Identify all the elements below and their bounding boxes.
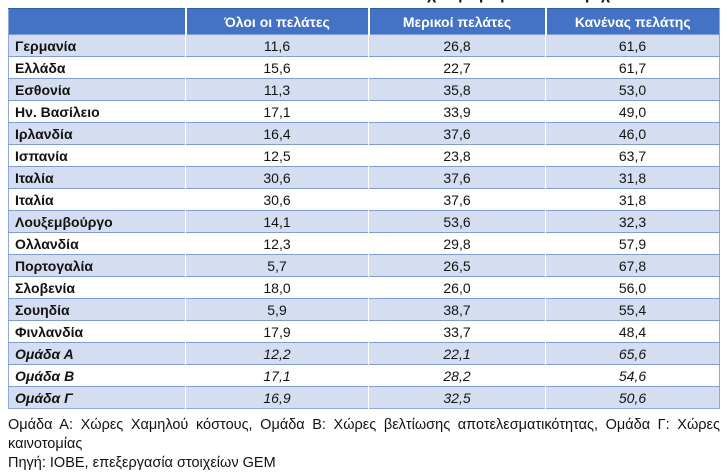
row-value: 5,9 [185,298,369,321]
row-value: 38,7 [368,298,546,321]
row-label: Γερμανία [8,34,186,57]
table-row: Γερμανία 11,6 26,8 61,6 [8,34,720,57]
row-value: 15,6 [185,56,369,79]
cropped-title-strip: χ ή μη ρχ [0,0,728,8]
row-value: 29,8 [368,232,546,255]
row-label: Φινλανδία [8,320,186,343]
row-value: 31,8 [545,166,720,189]
row-value: 17,9 [185,320,369,343]
table-row: Σουηδία 5,9 38,7 55,4 [8,298,720,321]
table-row: Φινλανδία 17,9 33,7 48,4 [8,320,720,343]
row-value: 37,6 [368,122,546,145]
row-label: Ιρλανδία [8,122,186,145]
row-value: 50,6 [545,386,720,409]
row-value: 61,7 [545,56,720,79]
row-value: 16,9 [185,386,369,409]
table-row: Ιρλανδία 16,4 37,6 46,0 [8,122,720,145]
cropped-title-fragment-left: χ ή μη [427,0,510,4]
row-value: 30,6 [185,166,369,189]
row-value: 17,1 [185,100,369,123]
header-row: Όλοι οι πελάτες Μερικοί πελάτες Κανένας … [8,8,720,35]
table-row: Ολλανδία 12,3 29,8 57,9 [8,232,720,255]
row-value: 53,6 [368,210,546,233]
row-value: 56,0 [545,276,720,299]
table-row: Ιταλία 30,6 37,6 31,8 [8,188,720,211]
row-label: Λουξεμβούργο [8,210,186,233]
row-label: Ομάδα Β [8,364,186,387]
row-value: 37,6 [368,166,546,189]
groups-note: Ομάδα Α: Χώρες Χαμηλού κόστους, Ομάδα Β:… [8,417,720,452]
row-label: Ομάδα Α [8,342,186,365]
row-value: 12,2 [185,342,369,365]
table-row: Ελλάδα 15,6 22,7 61,7 [8,56,720,79]
table-row: Ισπανία 12,5 23,8 63,7 [8,144,720,167]
row-value: 31,8 [545,188,720,211]
column-header-no-customer: Κανένας πελάτης [544,8,720,35]
row-value: 53,0 [545,78,720,101]
row-value: 37,6 [368,188,546,211]
row-label: Ιταλία [8,166,186,189]
row-value: 12,3 [185,232,369,255]
row-value: 61,6 [545,34,720,57]
row-value: 26,0 [368,276,546,299]
column-header-all-customers: Όλοι οι πελάτες [184,8,369,35]
customers-table-wrapper: Όλοι οι πελάτες Μερικοί πελάτες Κανένας … [8,8,720,409]
row-value: 46,0 [545,122,720,145]
row-value: 5,7 [185,254,369,277]
row-label: Πορτογαλία [8,254,186,277]
row-label: Ολλανδία [8,232,186,255]
corner-header-cell [8,8,186,35]
customers-table: Όλοι οι πελάτες Μερικοί πελάτες Κανένας … [8,8,720,409]
row-value: 11,3 [185,78,369,101]
table-row: Ην. Βασίλειο 17,1 33,9 49,0 [8,100,720,123]
row-value: 28,2 [368,364,546,387]
footnotes: Ομάδα Α: Χώρες Χαμηλού κόστους, Ομάδα Β:… [8,416,720,473]
table-row: Ομάδα Γ 16,9 32,5 50,6 [8,386,720,409]
row-value: 49,0 [545,100,720,123]
row-value: 67,8 [545,254,720,277]
row-label: Σλοβενία [8,276,186,299]
row-value: 23,8 [368,144,546,167]
row-value: 33,7 [368,320,546,343]
row-label: Ισπανία [8,144,186,167]
row-label: Ομάδα Γ [8,386,186,409]
table-row: Σλοβενία 18,0 26,0 56,0 [8,276,720,299]
row-label: Εσθονία [8,78,186,101]
table-row: Πορτογαλία 5,7 26,5 67,8 [8,254,720,277]
table-row: Εσθονία 11,3 35,8 53,0 [8,78,720,101]
row-value: 63,7 [545,144,720,167]
row-value: 17,1 [185,364,369,387]
row-value: 11,6 [185,34,369,57]
row-value: 32,5 [368,386,546,409]
table-row: Ομάδα Β 17,1 28,2 54,6 [8,364,720,387]
row-value: 55,4 [545,298,720,321]
row-value: 14,1 [185,210,369,233]
row-value: 35,8 [368,78,546,101]
row-value: 54,6 [545,364,720,387]
row-value: 22,1 [368,342,546,365]
row-value: 33,9 [368,100,546,123]
row-value: 57,9 [545,232,720,255]
row-value: 12,5 [185,144,369,167]
column-header-some-customers: Μερικοί πελάτες [367,8,546,35]
row-value: 30,6 [185,188,369,211]
row-value: 26,8 [368,34,546,57]
row-value: 26,5 [368,254,546,277]
row-value: 65,6 [545,342,720,365]
row-value: 18,0 [185,276,369,299]
row-value: 48,4 [545,320,720,343]
source-note: Πηγή: ΙΟΒΕ, επεξεργασία στοιχείων GEM [8,455,276,471]
row-label: Ελλάδα [8,56,186,79]
row-value: 22,7 [368,56,546,79]
table-body: Γερμανία 11,6 26,8 61,6 Ελλάδα 15,6 22,7… [8,34,720,409]
row-label: Ιταλία [8,188,186,211]
row-value: 16,4 [185,122,369,145]
row-value: 32,3 [545,210,720,233]
row-label: Ην. Βασίλειο [8,100,186,123]
table-row: Λουξεμβούργο 14,1 53,6 32,3 [8,210,720,233]
cropped-title-fragment-right: ρχ [585,0,616,4]
table-row: Ιταλία 30,6 37,6 31,8 [8,166,720,189]
table-row: Ομάδα Α 12,2 22,1 65,6 [8,342,720,365]
row-label: Σουηδία [8,298,186,321]
